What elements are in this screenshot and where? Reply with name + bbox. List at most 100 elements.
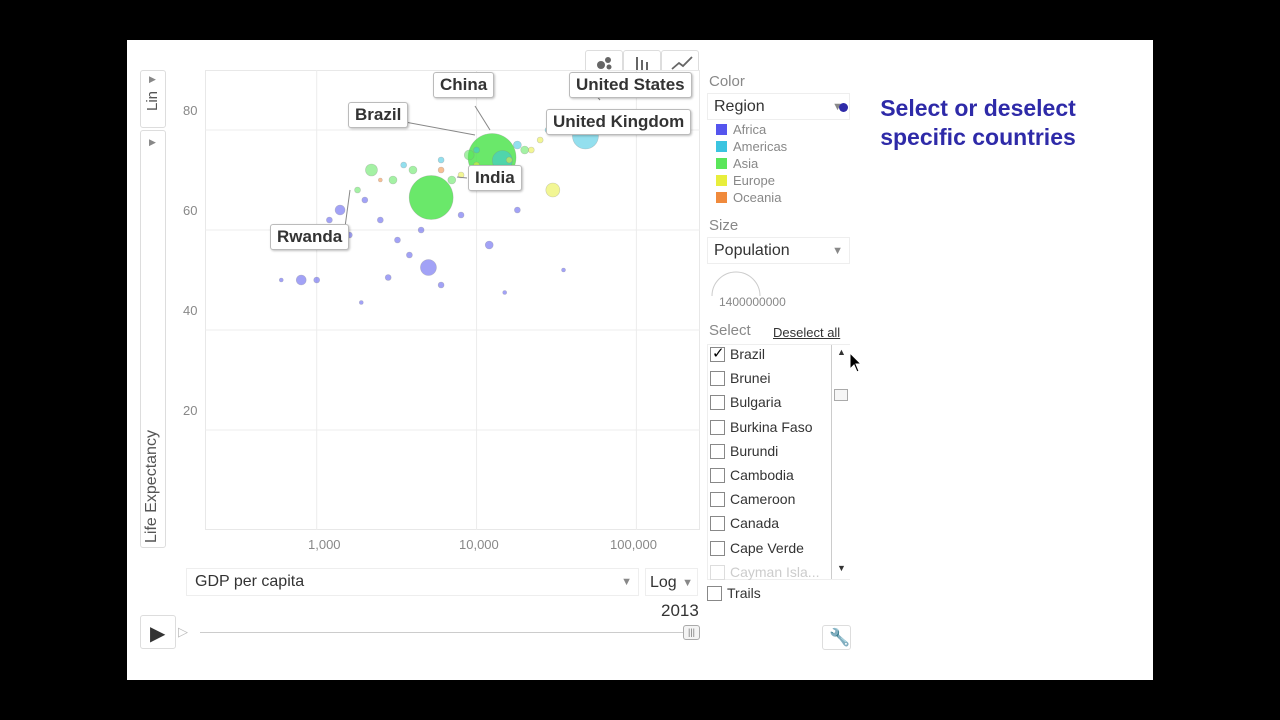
data-point-bubble[interactable] (406, 251, 413, 259)
legend-swatch (716, 158, 727, 169)
data-point-bubble[interactable] (437, 281, 445, 289)
country-checkbox[interactable]: ✓ (710, 345, 725, 362)
data-point-bubble[interactable] (354, 186, 361, 194)
data-point-bubble[interactable] (334, 204, 346, 216)
data-point-bubble[interactable] (278, 277, 284, 283)
y-scale-label: Lin (144, 90, 161, 111)
callout-china[interactable]: China (433, 72, 495, 98)
callout-india[interactable]: India (468, 165, 522, 191)
timeline-track[interactable] (200, 632, 690, 633)
country-checkbox[interactable] (710, 540, 725, 556)
data-point-bubble[interactable] (400, 161, 407, 169)
speed-icon[interactable]: ▷ (178, 624, 188, 639)
data-point-bubble[interactable] (408, 175, 454, 220)
country-item[interactable]: ✓ Brazil (710, 343, 765, 365)
bar-chart-icon (636, 57, 648, 70)
data-point-bubble[interactable] (505, 156, 513, 164)
scroll-down-icon[interactable]: ▼ (837, 563, 846, 573)
country-checkbox[interactable] (710, 516, 725, 532)
annotation-line-2: specific countries (880, 124, 1076, 150)
data-point-bubble[interactable] (561, 267, 566, 273)
data-point-bubble[interactable] (378, 177, 383, 183)
callout-rwanda[interactable]: Rwanda (270, 224, 350, 250)
scroll-thumb[interactable] (834, 389, 848, 401)
country-checkbox[interactable] (710, 443, 725, 459)
data-point-bubble[interactable] (417, 226, 425, 234)
data-point-bubble[interactable] (365, 163, 378, 177)
x-scale-dropdown[interactable]: Log ▼ (645, 568, 698, 596)
country-checkbox[interactable] (710, 371, 725, 387)
color-dropdown-value: Region (714, 98, 765, 115)
data-point-bubble[interactable] (457, 211, 465, 219)
country-checkbox[interactable] (710, 492, 725, 508)
y-axis-metric-button[interactable]: ▶ Life Expectancy (140, 130, 166, 548)
color-label: Color (709, 73, 745, 90)
wrench-icon: 🔧 (829, 628, 851, 647)
data-point-bubble[interactable] (388, 175, 398, 185)
x-axis-metric-dropdown[interactable]: GDP per capita ▼ (186, 568, 639, 596)
data-point-bubble[interactable] (457, 171, 465, 179)
country-item[interactable]: Cayman Isla... (710, 561, 819, 583)
country-item[interactable]: Burkina Faso (710, 416, 812, 438)
country-list-scrollbar[interactable]: ▲ ▼ (831, 345, 850, 579)
data-point-bubble[interactable] (527, 146, 535, 154)
data-point-bubble[interactable] (408, 165, 418, 175)
data-point-bubble[interactable] (361, 196, 369, 204)
chevron-right-icon: ▶ (149, 137, 156, 147)
data-point-bubble[interactable] (520, 145, 529, 155)
data-point-bubble[interactable] (514, 206, 521, 214)
play-button[interactable]: ▶ (140, 615, 176, 649)
trails-checkbox-box[interactable] (707, 586, 722, 601)
country-checkbox[interactable] (710, 468, 725, 483)
size-dropdown[interactable]: Population ▼ (707, 237, 850, 264)
callout-united-states[interactable]: United States (569, 72, 692, 98)
data-point-bubble[interactable] (313, 276, 321, 284)
country-checkbox[interactable] (710, 564, 725, 580)
data-point-bubble[interactable] (326, 216, 333, 224)
data-point-bubble[interactable] (420, 259, 437, 276)
country-item[interactable]: Cameroon (710, 488, 795, 510)
data-point-bubble[interactable] (377, 216, 384, 224)
data-point-bubble[interactable] (358, 300, 364, 305)
legend-item-africa[interactable]: Africa (716, 121, 766, 138)
legend-item-americas[interactable]: Americas (716, 138, 787, 155)
country-item[interactable]: Burundi (710, 440, 778, 462)
country-item[interactable]: Cambodia (710, 464, 794, 486)
data-point-bubble[interactable] (536, 136, 544, 144)
size-max-value: 1400000000 (719, 295, 786, 309)
data-point-bubble[interactable] (384, 274, 392, 281)
country-checkbox[interactable] (710, 395, 725, 411)
x-tick-100000: 100,000 (610, 537, 657, 552)
y-scale-button[interactable]: Lin ▶ (140, 70, 166, 128)
data-point-bubble[interactable] (295, 274, 307, 286)
color-dropdown[interactable]: Region ▼ (707, 93, 850, 120)
data-point-bubble[interactable] (437, 156, 445, 164)
data-point-bubble[interactable] (484, 240, 494, 250)
deselect-all-link[interactable]: Deselect all (773, 325, 841, 340)
legend-item-asia[interactable]: Asia (716, 155, 758, 172)
data-point-bubble[interactable] (502, 290, 508, 295)
country-item[interactable]: Cape Verde (710, 537, 804, 559)
country-checkbox[interactable] (710, 419, 725, 435)
legend-item-europe[interactable]: Europe (716, 172, 775, 189)
data-point-bubble[interactable] (447, 175, 457, 185)
settings-button[interactable]: 🔧 (822, 625, 851, 650)
country-item[interactable]: Canada (710, 512, 779, 534)
data-point-bubble[interactable] (463, 149, 475, 161)
data-point-bubble[interactable] (545, 182, 561, 198)
callout-brazil[interactable]: Brazil (348, 102, 409, 128)
data-point-bubble[interactable] (437, 166, 445, 174)
country-item[interactable]: Brunei (710, 367, 770, 389)
bubble-chart-plot[interactable] (205, 70, 700, 530)
legend-item-oceania[interactable]: Oceania (716, 189, 781, 206)
legend-swatch (716, 192, 727, 203)
legend-label: Europe (733, 173, 775, 188)
scroll-up-icon[interactable]: ▲ (837, 347, 846, 357)
data-point-bubble[interactable] (513, 140, 522, 150)
country-item[interactable]: Bulgaria (710, 391, 781, 413)
data-point-bubble[interactable] (394, 236, 401, 244)
trails-checkbox[interactable]: Trails (707, 585, 761, 601)
data-point-bubble[interactable] (473, 146, 480, 154)
callout-united-kingdom[interactable]: United Kingdom (546, 109, 692, 135)
timeline-handle[interactable]: ||| (683, 625, 700, 640)
